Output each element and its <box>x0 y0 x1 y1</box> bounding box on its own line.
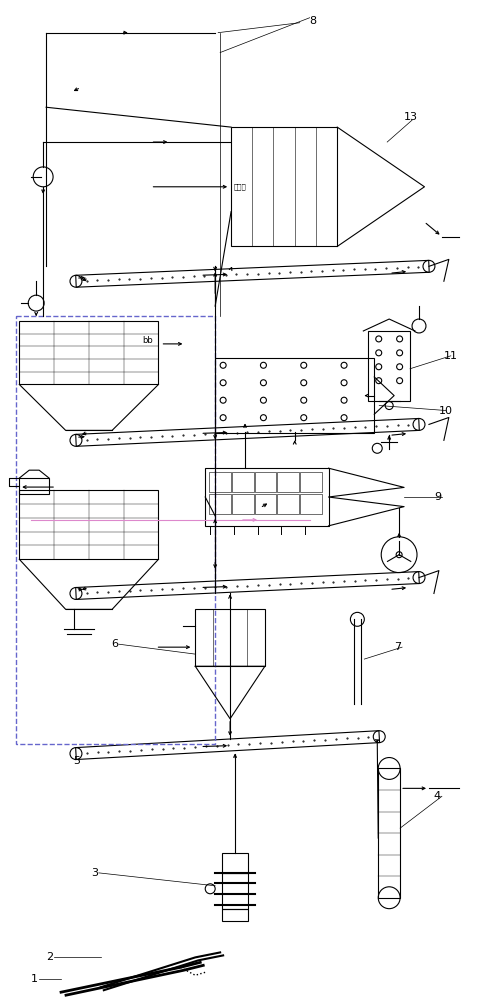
Text: 2: 2 <box>46 952 53 962</box>
Bar <box>205 468 328 526</box>
Text: 11: 11 <box>444 351 458 361</box>
Bar <box>255 494 276 514</box>
Circle shape <box>396 552 402 558</box>
Bar <box>232 472 254 492</box>
Text: 成品仓: 成品仓 <box>234 183 246 190</box>
Bar <box>368 331 410 401</box>
Text: 3: 3 <box>91 868 98 878</box>
Text: bb: bb <box>143 336 153 345</box>
Bar <box>19 490 158 559</box>
Bar <box>231 127 337 246</box>
Bar <box>215 358 374 433</box>
Text: 10: 10 <box>439 406 453 416</box>
Bar <box>222 853 248 873</box>
Text: 9: 9 <box>434 492 441 502</box>
Text: 7: 7 <box>394 642 401 652</box>
Text: 1: 1 <box>31 974 38 984</box>
Bar <box>300 472 322 492</box>
Bar <box>222 873 248 909</box>
Bar <box>300 494 322 514</box>
Text: 8: 8 <box>310 16 317 26</box>
Bar <box>16 316 215 744</box>
Bar <box>222 909 248 921</box>
Bar <box>209 472 231 492</box>
Bar <box>232 494 254 514</box>
Text: 4: 4 <box>434 791 441 801</box>
Bar <box>255 472 276 492</box>
Bar <box>19 478 49 494</box>
Bar <box>277 472 299 492</box>
Bar <box>19 321 158 384</box>
Text: 5: 5 <box>73 756 80 766</box>
Bar <box>209 494 231 514</box>
Bar <box>277 494 299 514</box>
Text: 13: 13 <box>404 112 418 122</box>
Text: 6: 6 <box>111 639 118 649</box>
Bar <box>378 768 400 898</box>
Bar <box>196 609 265 666</box>
